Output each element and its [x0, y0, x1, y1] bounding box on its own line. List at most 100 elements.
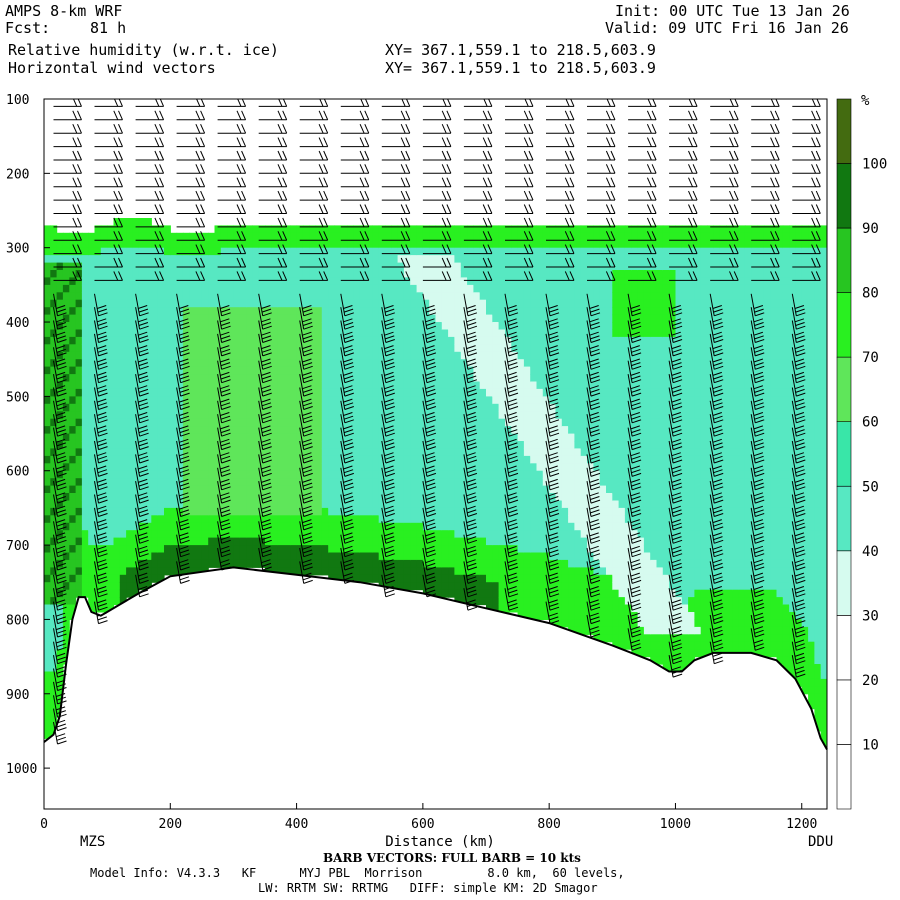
- rh-cell: [284, 545, 291, 554]
- rh-cell: [580, 225, 588, 234]
- rh-cell: [505, 515, 512, 524]
- rh-cell: [391, 374, 399, 383]
- rh-cell: [201, 433, 209, 442]
- rh-cell: [88, 574, 96, 583]
- rh-cell: [315, 441, 323, 449]
- rh-cell: [296, 552, 304, 561]
- rh-cell: [580, 530, 588, 539]
- rh-cell: [233, 455, 241, 464]
- rh-cell: [107, 344, 114, 353]
- rh-cell: [265, 388, 272, 397]
- rh-cell: [69, 307, 77, 316]
- rh-cell: [416, 396, 424, 405]
- rh-cell: [650, 567, 658, 576]
- rh-cell: [347, 307, 354, 316]
- rh-cell: [258, 396, 266, 405]
- rh-cell: [650, 552, 658, 561]
- rh-cell: [580, 515, 588, 524]
- rh-cell: [479, 299, 487, 308]
- rh-cell: [353, 270, 361, 278]
- rh-cell: [353, 351, 361, 360]
- rh-cell: [435, 336, 443, 345]
- rh-cell: [56, 448, 64, 457]
- rh-cell: [189, 448, 197, 457]
- rh-cell: [176, 277, 184, 286]
- rh-cell: [195, 545, 203, 554]
- rh-cell: [277, 485, 285, 494]
- rh-cell: [233, 314, 241, 323]
- rh-cell: [441, 500, 449, 509]
- rh-cell: [473, 478, 481, 487]
- rh-cell: [498, 255, 506, 264]
- rh-cell: [422, 359, 430, 368]
- rh-cell: [145, 270, 152, 278]
- rh-cell: [467, 478, 474, 487]
- rh-cell: [359, 329, 367, 338]
- rh-cell: [126, 336, 133, 345]
- rh-cell: [334, 225, 342, 234]
- rh-cell: [429, 515, 437, 524]
- rh-cell: [416, 455, 424, 464]
- rh-cell: [378, 225, 386, 234]
- rh-cell: [271, 411, 279, 420]
- rh-cell: [214, 336, 222, 345]
- rh-cell: [448, 336, 455, 345]
- rh-cell: [511, 418, 519, 427]
- rh-cell: [366, 552, 373, 561]
- rh-cell: [50, 604, 58, 613]
- rh-cell: [416, 232, 424, 241]
- rh-cell: [549, 515, 557, 524]
- rh-cell: [643, 247, 651, 256]
- rh-cell: [315, 500, 323, 509]
- rh-cell: [157, 247, 165, 256]
- rh-cell: [568, 515, 575, 524]
- rh-cell: [498, 433, 506, 442]
- rh-cell: [410, 433, 418, 442]
- rh-cell: [182, 411, 190, 420]
- rh-cell: [448, 284, 455, 293]
- rh-cell: [126, 388, 133, 397]
- rh-cell: [271, 470, 279, 479]
- rh-cell: [201, 255, 209, 264]
- rh-cell: [378, 552, 386, 561]
- rh-cell: [81, 270, 89, 278]
- rh-cell: [479, 463, 487, 472]
- rh-cell: [643, 574, 651, 583]
- rh-cell: [542, 351, 550, 360]
- rh-cell: [353, 411, 361, 420]
- rh-cell: [315, 463, 323, 472]
- rh-cell: [542, 567, 550, 576]
- rh-cell: [631, 455, 639, 464]
- rh-cell: [170, 247, 178, 256]
- rh-cell: [132, 522, 140, 531]
- rh-cell: [195, 232, 203, 241]
- rh-cell: [536, 463, 544, 472]
- rh-cell: [302, 232, 310, 241]
- rh-cell: [151, 485, 159, 494]
- rh-cell: [170, 262, 178, 271]
- rh-cell: [530, 463, 538, 472]
- rh-cell: [650, 649, 658, 658]
- rh-cell: [81, 574, 89, 583]
- rh-cell: [164, 277, 171, 286]
- rh-cell: [75, 388, 83, 397]
- rh-cell: [606, 351, 613, 360]
- rh-cell: [587, 626, 594, 635]
- rh-cell: [290, 396, 298, 405]
- rh-cell: [612, 626, 620, 635]
- rh-cell: [353, 388, 361, 397]
- rh-cell: [100, 396, 108, 405]
- rh-cell: [435, 388, 443, 397]
- rh-cell: [454, 277, 462, 286]
- rh-cell: [208, 359, 216, 368]
- rh-cell: [151, 240, 159, 249]
- rh-cell: [473, 545, 481, 554]
- rh-cell: [416, 351, 424, 360]
- rh-cell: [441, 366, 449, 375]
- rh-cell: [100, 351, 108, 360]
- rh-cell: [618, 411, 626, 420]
- rh-cell: [145, 225, 152, 234]
- rh-cell: [321, 448, 329, 457]
- rh-cell: [145, 284, 152, 293]
- rh-cell: [416, 507, 424, 516]
